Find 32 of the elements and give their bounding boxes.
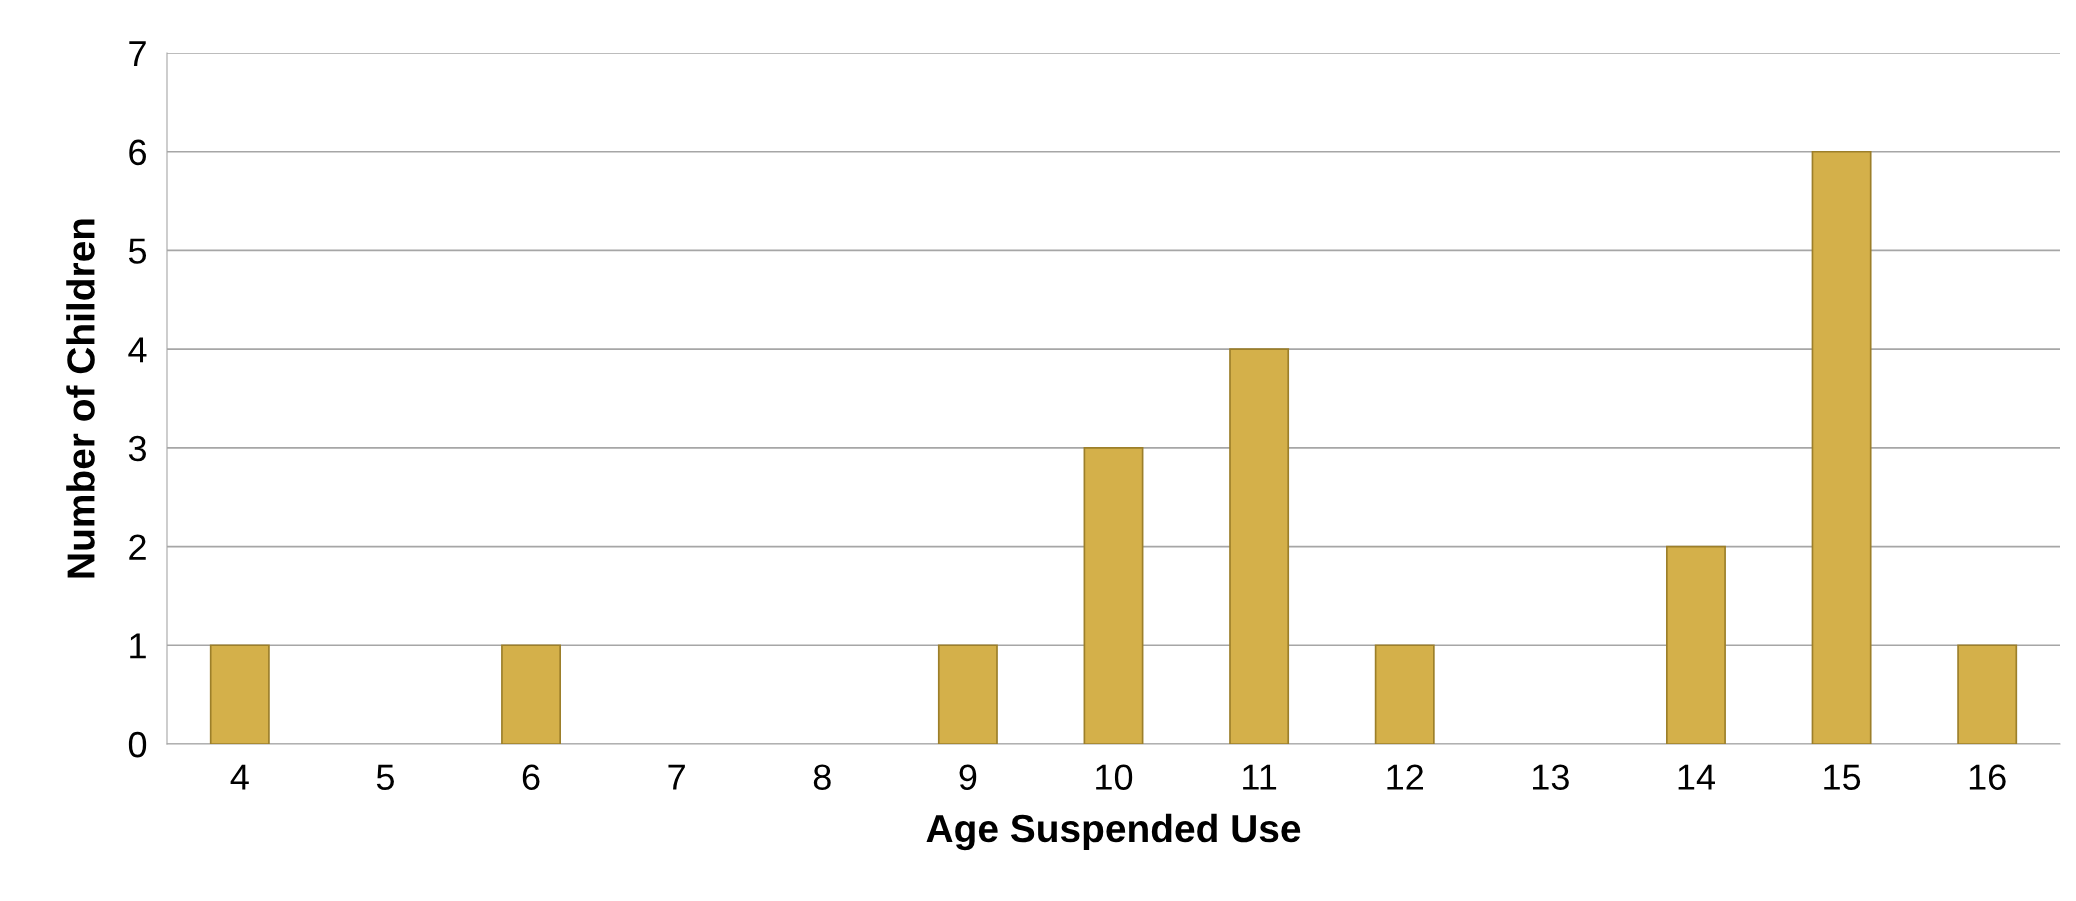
bar — [1083, 447, 1144, 744]
x-tick-label: 5 — [376, 764, 394, 790]
bar — [1374, 644, 1435, 744]
bar — [937, 644, 998, 744]
y-tick-label: 4 — [128, 337, 147, 363]
x-tick-label: 10 — [1096, 764, 1133, 790]
y-tick-label: 1 — [130, 633, 146, 659]
y-axis-title: Number of Children — [66, 219, 95, 578]
x-tick-label: 11 — [1243, 764, 1277, 790]
x-tick-label: 9 — [959, 764, 977, 790]
bar — [1957, 644, 2018, 744]
x-tick-label: 13 — [1533, 764, 1569, 790]
x-tick-label: 4 — [230, 764, 249, 790]
bar — [1811, 150, 1872, 744]
x-tick-label: 6 — [522, 764, 540, 790]
y-tick-label: 0 — [128, 731, 147, 758]
x-tick-label: 8 — [813, 764, 831, 790]
bar — [501, 644, 561, 744]
bar — [1229, 348, 1290, 744]
bar — [1666, 545, 1726, 744]
x-axis-title: Age Suspended Use — [926, 813, 1301, 851]
y-tick-label: 6 — [129, 139, 146, 166]
y-tick-label: 2 — [129, 534, 146, 560]
x-tick-label: 15 — [1824, 764, 1861, 790]
y-tick-label: 7 — [129, 41, 146, 67]
bar — [209, 644, 270, 744]
x-tick-label: 7 — [668, 764, 685, 790]
y-tick-label: 5 — [128, 238, 147, 264]
x-tick-label: 16 — [1969, 764, 2006, 790]
y-tick-label: 3 — [128, 435, 146, 462]
x-tick-label: 12 — [1387, 764, 1423, 790]
x-tick-label: 14 — [1678, 764, 1715, 790]
